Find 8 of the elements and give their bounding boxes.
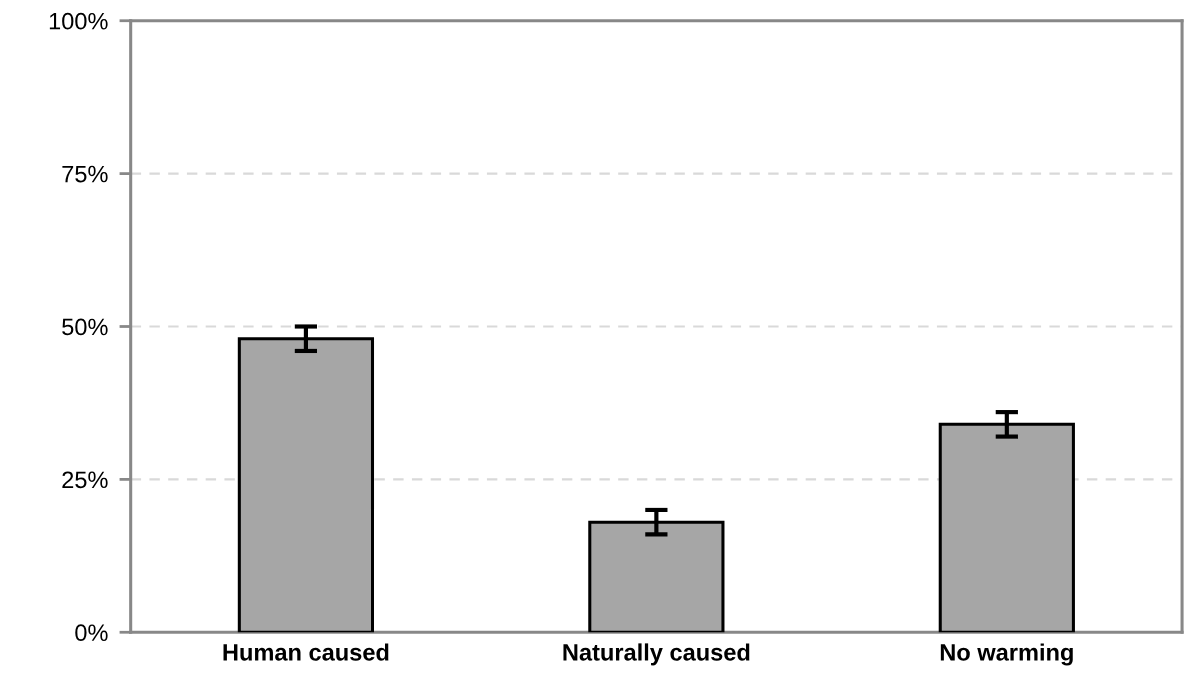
- y-tick-label: 25%: [62, 471, 108, 489]
- x-tick-label: Naturally caused: [563, 643, 750, 666]
- y-tick-label: 50%: [62, 318, 108, 336]
- x-tick-label: No warming: [940, 643, 1073, 666]
- x-tick-label: Human caused: [223, 643, 389, 661]
- y-tick-label: 75%: [62, 165, 108, 183]
- y-tick-label: 0%: [75, 624, 108, 642]
- y-tick-label: 100%: [49, 12, 108, 30]
